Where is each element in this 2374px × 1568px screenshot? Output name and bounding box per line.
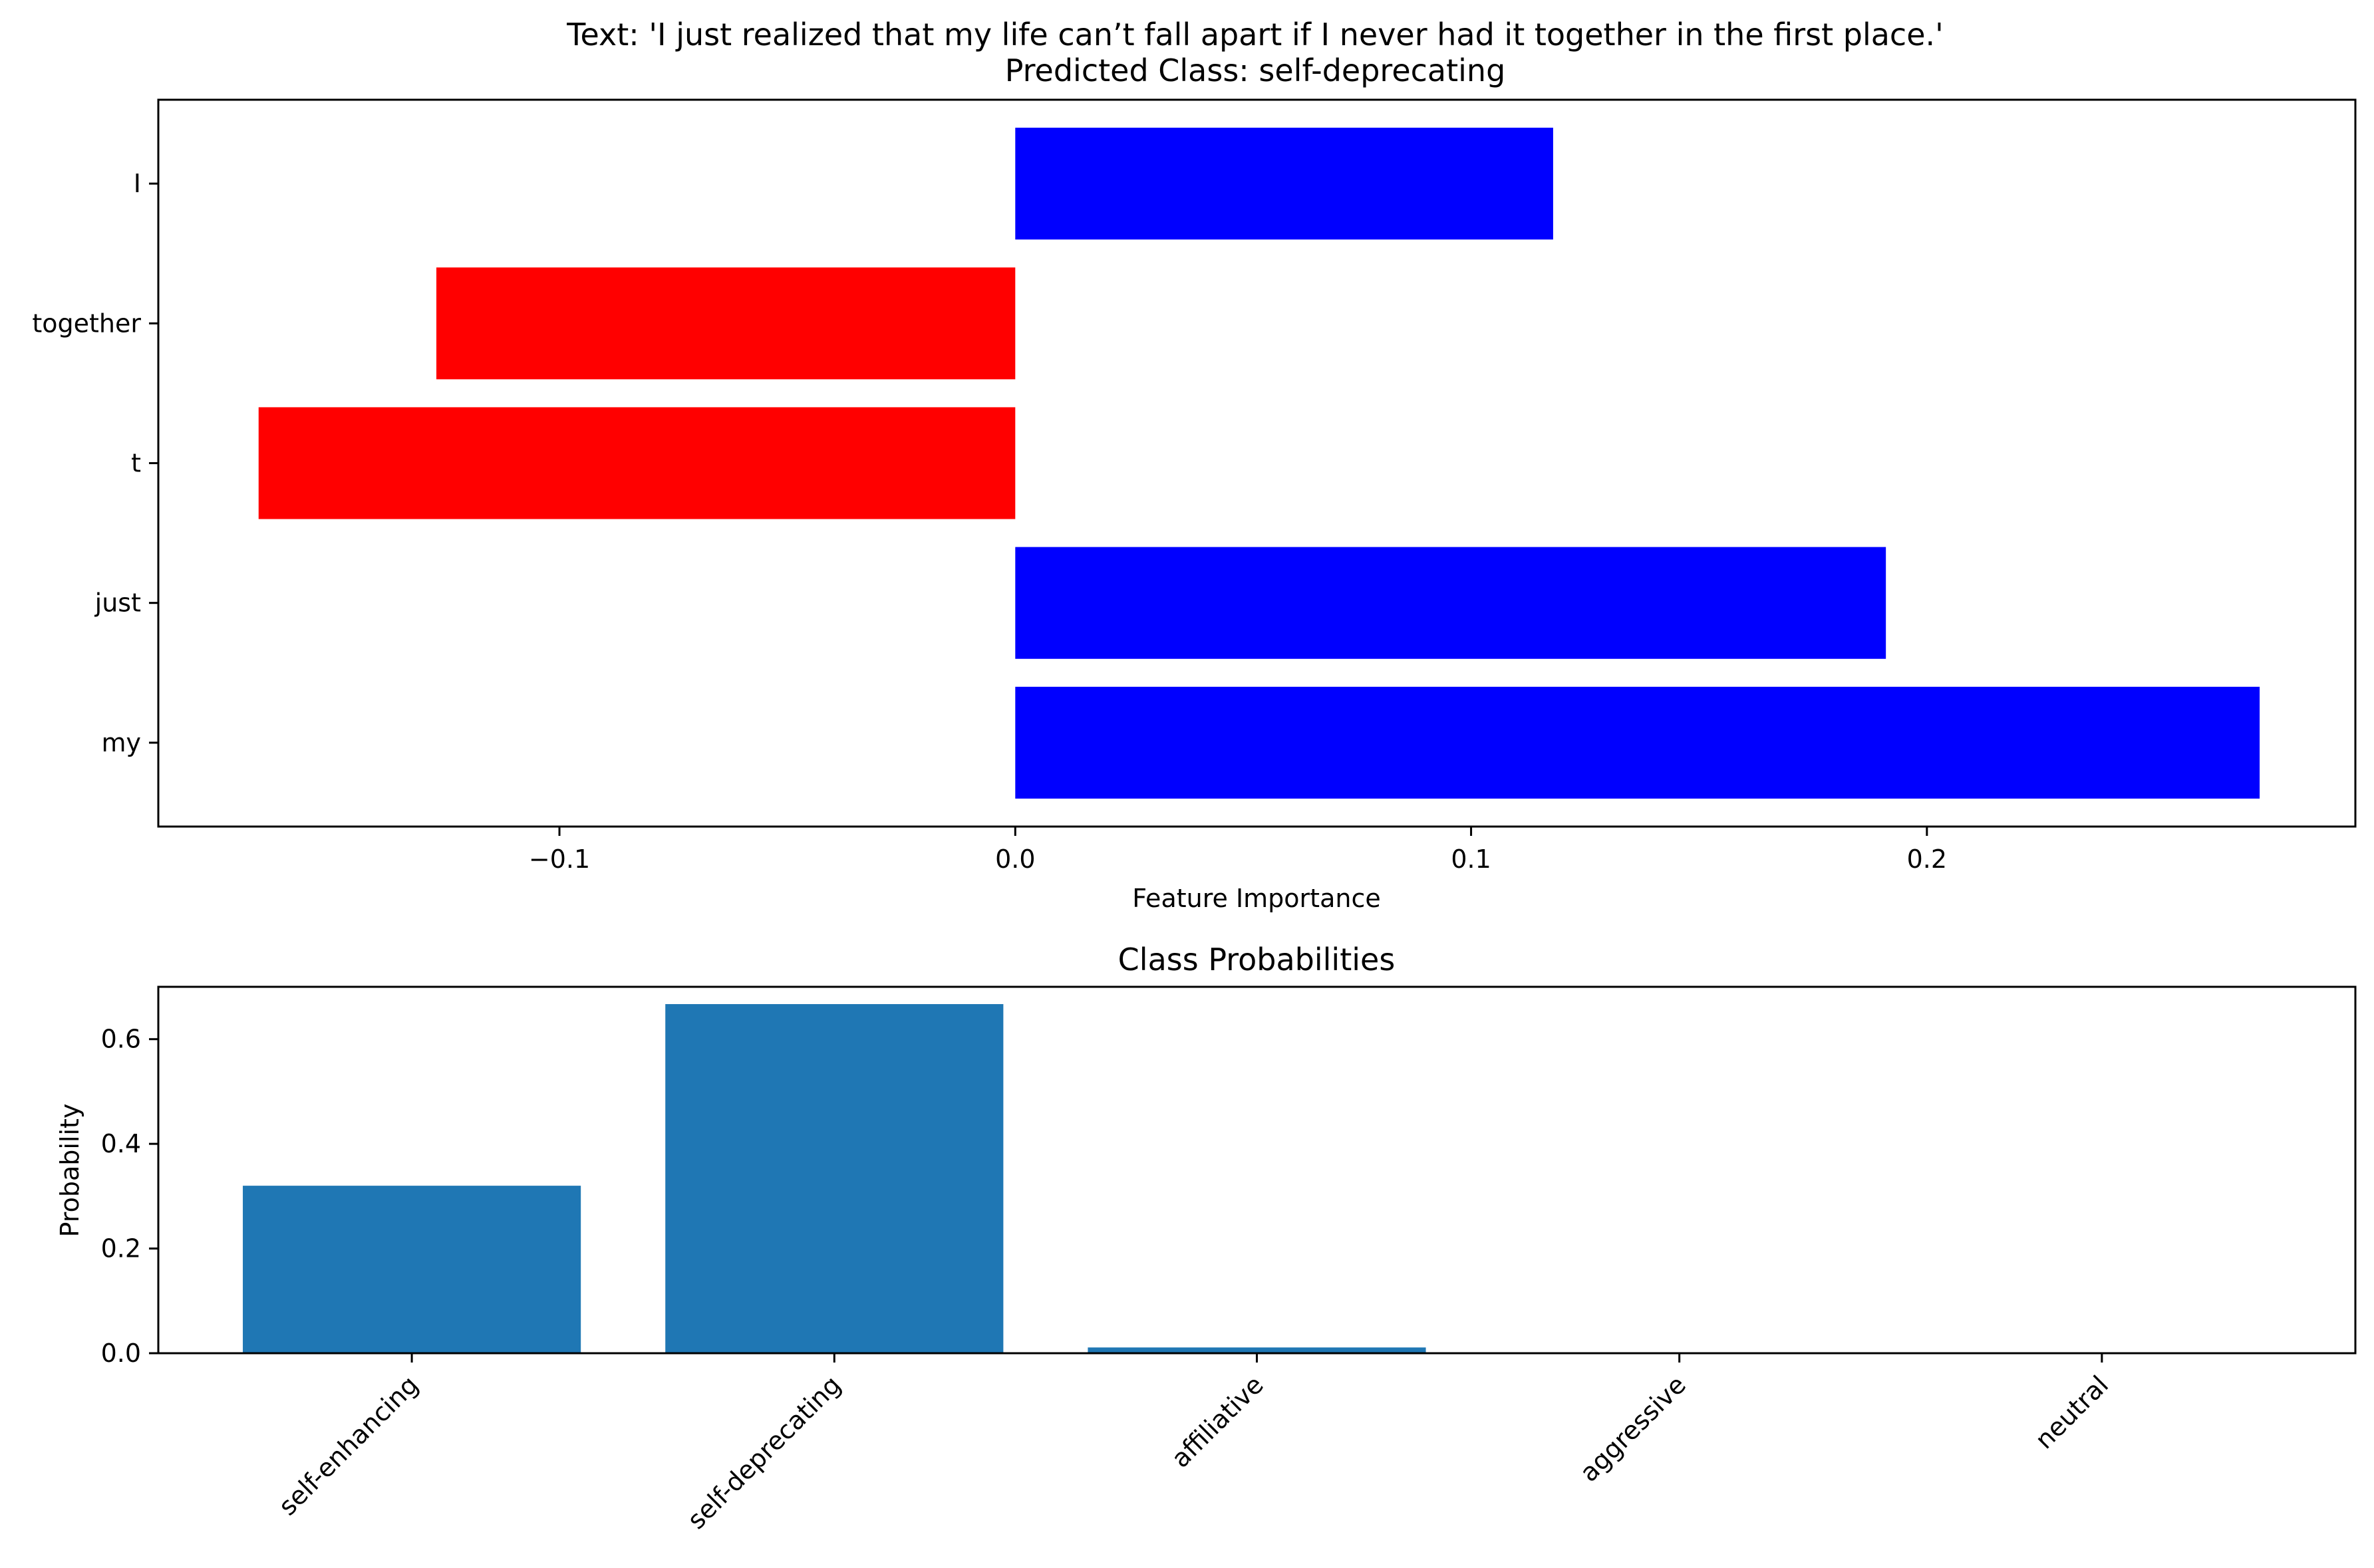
probability-chart-title: Class Probabilities	[1118, 942, 1396, 978]
probability-bar-1	[665, 1003, 1004, 1353]
probability-y-axis-label: Probability	[55, 1104, 84, 1238]
importance-plot-frame	[157, 98, 2357, 828]
importance-x-tick-label-0: −0.1	[529, 845, 590, 874]
importance-y-tick-label-0: I	[134, 169, 141, 198]
importance-y-tick-label-2: t	[131, 449, 141, 478]
probability-plot-frame	[157, 985, 2357, 1355]
importance-bar-0	[1015, 128, 1553, 240]
probability-y-tick-label-1: 0.2	[101, 1234, 141, 1263]
importance-bar-4	[1015, 686, 2260, 799]
importance-bars	[258, 128, 2260, 799]
importance-chart-title: Text: 'I just realized that my life can’…	[566, 17, 1944, 53]
probability-y-tick-label-0: 0.0	[101, 1339, 141, 1368]
importance-bar-1	[436, 267, 1016, 380]
probability-bars	[243, 1003, 2271, 1353]
importance-x-tick-label-1: 0.0	[995, 845, 1035, 874]
importance-y-tick-label-1: together	[32, 309, 141, 338]
importance-x-axis-label: Feature Importance	[1132, 884, 1380, 913]
probability-y-tick-label-2: 0.4	[101, 1129, 141, 1158]
probability-bar-0	[243, 1186, 581, 1353]
importance-x-tick-label-2: 0.1	[1451, 845, 1491, 874]
importance-bar-2	[258, 407, 1016, 519]
importance-x-tick-label-3: 0.2	[1907, 845, 1947, 874]
importance-bar-3	[1015, 547, 1886, 659]
probability-y-tick-label-3: 0.6	[101, 1025, 141, 1054]
importance-y-tick-label-3: just	[94, 588, 141, 618]
importance-chart-subtitle: Predicted Class: self-deprecating	[1005, 53, 1506, 88]
importance-y-tick-label-4: my	[101, 728, 141, 757]
importance-x-ticks: −0.1 0.0 0.1 0.2	[529, 827, 1947, 874]
probability-bar-2	[1088, 1347, 1426, 1353]
importance-chart: Text: 'I just realized that my life can’…	[32, 17, 2357, 913]
probability-y-ticks: 0.0 0.2 0.4 0.6	[101, 1025, 158, 1368]
